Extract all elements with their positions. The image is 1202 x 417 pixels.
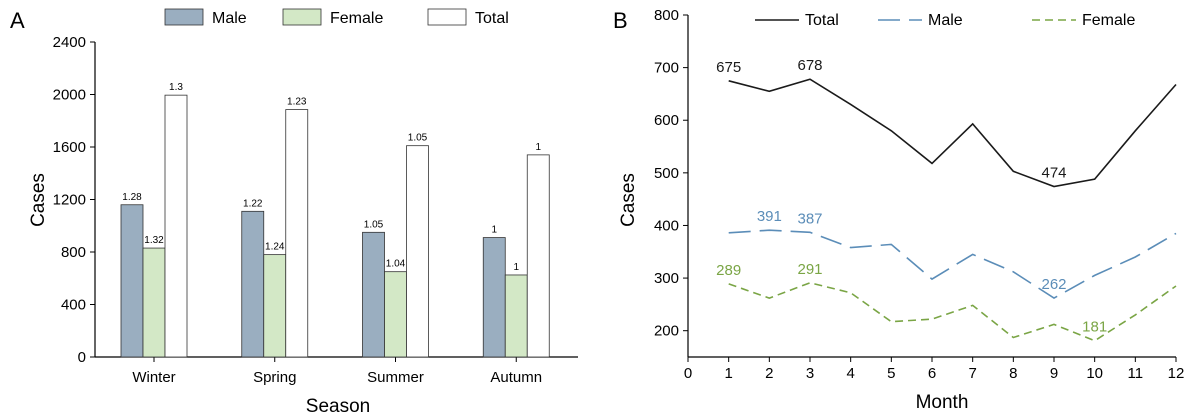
- legend-label-male: Male: [212, 10, 247, 27]
- panel-b-legend: Total Male Female: [755, 12, 1135, 29]
- point-label-female-3: 291: [797, 261, 822, 278]
- legend-label-male: Male: [928, 12, 963, 29]
- legend-label-female: Female: [1082, 12, 1135, 29]
- panel-a-legend: Male Female Total: [164, 8, 509, 27]
- bar-total-spring: [285, 109, 309, 358]
- bar-total-summer: [406, 145, 429, 358]
- panel-b-x-tick-label: 1: [724, 365, 732, 382]
- panel-b-x-tick-label: 7: [968, 365, 976, 382]
- panel-a-y-tick-label: 2000: [53, 87, 86, 104]
- panel-b-y-tick-label: 500: [654, 165, 679, 182]
- bar-male-summer: [362, 231, 385, 358]
- bar-label-female-autumn: 1: [513, 262, 519, 273]
- line-male: [728, 229, 1177, 300]
- bar-female-autumn: [504, 274, 528, 358]
- point-label-total-1: 675: [716, 59, 741, 76]
- panel-a-y-tick-label: 400: [61, 297, 86, 314]
- panel-b-lines: 675 678 474 391 387 262 289 291 181: [716, 57, 1177, 342]
- point-label-total-9: 474: [1041, 165, 1066, 182]
- panel-b-y-tick-label: 300: [654, 270, 679, 287]
- panel-a-y-tick-label: 2400: [53, 34, 86, 51]
- bar-female-spring: [263, 254, 287, 358]
- panel-b-letter: B: [613, 8, 628, 33]
- panel-b-x-tick-label: 3: [806, 365, 814, 382]
- legend-label-total: Total: [475, 10, 509, 27]
- panel-a-x-tick-label: Spring: [253, 369, 296, 386]
- panel-a-x-tick-label: Autumn: [490, 369, 542, 386]
- bar-label-female-spring: 1.24: [265, 242, 285, 253]
- panel-b-y-tick-label: 700: [654, 60, 679, 77]
- panel-b-y-tick-label: 800: [654, 7, 679, 24]
- panel-a: A Cases Season 0 400 800 1200 1600 2000 2400 Wi…: [10, 8, 578, 417]
- bar-female-summer: [384, 271, 407, 358]
- bar-label-male-summer: 1.05: [364, 219, 384, 230]
- panel-b-x-tick-label: 5: [887, 365, 895, 382]
- panel-a-bars: 1.28 1.32 1.3 1.22 1.24 1.23 1.05 1.04 1.05 1 1 1: [120, 82, 550, 358]
- bar-total-winter: [164, 94, 188, 358]
- legend-swatch-total: [427, 8, 467, 26]
- panel-b-x-tick-label: 4: [846, 365, 854, 382]
- point-label-total-3: 678: [797, 57, 822, 74]
- panel-a-x-tick-label: Winter: [132, 369, 175, 386]
- panel-a-y-tick-label: 1200: [53, 192, 86, 209]
- bar-label-total-winter: 1.3: [169, 82, 183, 93]
- panel-a-axes: 0 400 800 1200 1600 2000 2400 Winter Spring Summe…: [53, 34, 578, 386]
- panel-b-x-tick-label: 0: [684, 365, 692, 382]
- bar-label-male-autumn: 1: [491, 225, 497, 236]
- panel-b-x-tick-label: 8: [1009, 365, 1017, 382]
- bar-label-female-winter: 1.32: [144, 235, 164, 246]
- bar-label-female-summer: 1.04: [386, 259, 406, 270]
- point-label-female-10: 181: [1082, 319, 1107, 336]
- panel-b-ylabel: Cases: [618, 173, 639, 227]
- bar-male-winter: [120, 204, 144, 358]
- panel-a-x-tick-label: Summer: [367, 369, 424, 386]
- point-label-male-3: 387: [797, 210, 822, 227]
- bar-label-total-summer: 1.05: [408, 133, 428, 144]
- bar-total-autumn: [526, 154, 550, 358]
- panel-b-x-tick-label: 11: [1128, 365, 1144, 382]
- point-label-male-9: 262: [1041, 276, 1066, 293]
- panel-b-y-tick-label: 600: [654, 112, 679, 129]
- legend-swatch-male: [164, 8, 204, 26]
- panel-a-y-tick-label: 1600: [53, 139, 86, 156]
- panel-a-y-tick-label: 0: [78, 349, 86, 366]
- panel-a-letter: A: [10, 8, 25, 33]
- panel-b-y-tick-label: 200: [654, 323, 679, 340]
- panel-a-y-tick-label: 800: [61, 244, 86, 261]
- bar-male-autumn: [482, 237, 506, 358]
- point-label-female-1: 289: [716, 262, 741, 279]
- bar-label-total-spring: 1.23: [287, 97, 307, 108]
- line-female: [728, 281, 1177, 342]
- panel-a-ylabel: Cases: [28, 173, 49, 227]
- legend-swatch-female: [282, 8, 322, 26]
- bar-label-male-winter: 1.28: [122, 192, 142, 203]
- bar-female-winter: [142, 247, 166, 358]
- panel-b-xlabel: Month: [916, 392, 969, 413]
- point-label-male-2: 391: [757, 208, 782, 225]
- panel-b-x-tick-label: 2: [765, 365, 773, 382]
- panel-a-xlabel: Season: [306, 396, 370, 417]
- legend-label-female: Female: [330, 10, 383, 27]
- panel-b-x-tick-label: 10: [1086, 365, 1103, 382]
- bar-label-male-spring: 1.22: [243, 198, 263, 209]
- panel-b-y-tick-label: 400: [654, 217, 679, 234]
- line-total: [728, 78, 1177, 188]
- legend-label-total: Total: [805, 12, 839, 29]
- panel-b-x-tick-label: 9: [1050, 365, 1058, 382]
- panel-b-x-tick-label: 12: [1168, 365, 1185, 382]
- bar-male-spring: [241, 210, 265, 358]
- bar-label-total-autumn: 1: [535, 142, 541, 153]
- panel-b-x-tick-label: 6: [928, 365, 936, 382]
